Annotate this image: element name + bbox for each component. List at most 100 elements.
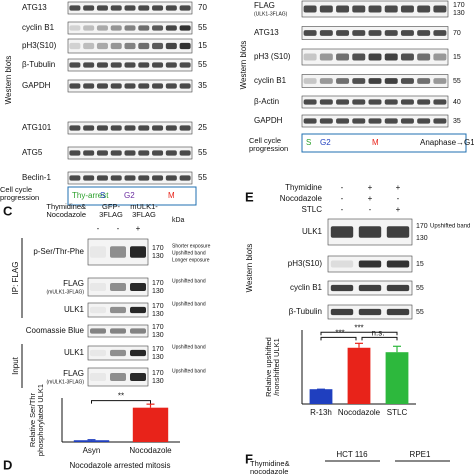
- band: [336, 99, 350, 105]
- row-sublabel: (ULK1-3FLAG): [254, 11, 288, 17]
- band: [386, 226, 410, 238]
- kda-label: 170: [152, 324, 164, 331]
- wrapped-label: GFP-3FLAG: [99, 203, 123, 219]
- kda-label: 130: [416, 235, 428, 242]
- significance: **: [118, 392, 124, 401]
- kda-label: 35: [198, 81, 207, 90]
- band: [303, 78, 317, 84]
- band: [384, 78, 398, 84]
- band: [179, 175, 191, 181]
- row-label: pH3(S10): [22, 41, 57, 50]
- band: [130, 283, 146, 291]
- band: [433, 30, 447, 36]
- band: [417, 118, 431, 124]
- side-label: Western blots: [4, 56, 13, 105]
- band: [165, 125, 177, 131]
- band: [165, 83, 177, 89]
- row-label: β-Tubulin: [22, 60, 55, 69]
- band: [358, 226, 382, 238]
- kda-label: 55: [416, 309, 424, 316]
- band: [330, 260, 354, 268]
- group-label: Input: [11, 356, 20, 375]
- row-label: β-Actin: [254, 97, 279, 106]
- row-label: cyclin B1: [22, 23, 55, 32]
- row-label: pH3(S10): [288, 259, 323, 268]
- panel-letter: F: [245, 451, 253, 466]
- band-note: Upshifted band: [430, 224, 470, 230]
- band: [384, 30, 398, 36]
- band: [179, 125, 191, 131]
- row-label: GAPDH: [254, 116, 283, 125]
- kda-label: 170: [152, 280, 164, 287]
- band: [152, 150, 164, 156]
- band: [96, 42, 108, 50]
- blot-frame: [87, 277, 149, 297]
- band: [110, 373, 126, 381]
- kda-label: 70: [198, 3, 207, 12]
- progression-box: [67, 186, 197, 206]
- band: [433, 53, 447, 61]
- phase-label: Thy-arrest: [72, 191, 109, 200]
- kda-label: 55: [198, 23, 207, 32]
- kda-label: 130: [152, 378, 164, 385]
- band: [336, 78, 350, 84]
- sign: -: [341, 194, 344, 203]
- kda-label: 170: [152, 245, 164, 252]
- x-tick-label: R-13h: [310, 408, 332, 417]
- band: [386, 260, 410, 268]
- band: [130, 349, 146, 357]
- band: [358, 308, 382, 316]
- band: [165, 25, 177, 31]
- wrapped-label: Thymidine& Nocodazole: [46, 203, 86, 219]
- band: [96, 83, 108, 89]
- bar: [385, 352, 409, 404]
- band: [303, 5, 317, 13]
- kda-label: 35: [453, 118, 461, 125]
- bar: [309, 389, 333, 404]
- band: [96, 175, 108, 181]
- kda-label: 55: [198, 173, 207, 182]
- band: [368, 53, 382, 61]
- band: [83, 25, 95, 31]
- band: [400, 53, 414, 61]
- band: [130, 306, 146, 314]
- band: [124, 42, 136, 50]
- sign: -: [369, 205, 372, 214]
- band: [386, 308, 410, 316]
- band: [433, 78, 447, 84]
- kda-label: 130: [152, 332, 164, 339]
- band: [400, 78, 414, 84]
- band: [110, 283, 126, 291]
- band: [303, 30, 317, 36]
- x-tick-label: STLC: [387, 408, 408, 417]
- row-label: FLAG: [63, 279, 84, 288]
- band-note: Upshifted band: [172, 278, 206, 284]
- significance: ***: [354, 323, 363, 332]
- row-label: Coomassie Blue: [26, 326, 85, 335]
- band: [83, 175, 95, 181]
- band: [368, 78, 382, 84]
- treatment-label: Thymidine: [285, 183, 322, 192]
- band: [152, 5, 164, 11]
- band: [384, 5, 398, 13]
- row-sublabel: (mULK1-3FLAG): [46, 289, 84, 295]
- band: [124, 125, 136, 131]
- band: [368, 5, 382, 13]
- band: [110, 349, 126, 357]
- band: [124, 83, 136, 89]
- band: [69, 125, 81, 131]
- band: [69, 83, 81, 89]
- band: [319, 5, 333, 13]
- kda-label: 55: [416, 285, 424, 292]
- kda-label: 25: [198, 123, 207, 132]
- band: [124, 62, 136, 68]
- band: [336, 30, 350, 36]
- band-note: Upshifted band: [172, 301, 206, 307]
- kda-label: 170: [416, 223, 428, 230]
- band: [384, 99, 398, 105]
- band: [110, 150, 122, 156]
- sign: -: [97, 224, 100, 233]
- axis-label: Relative Ser/Thr phosphorylated ULK1: [29, 383, 45, 457]
- band: [384, 118, 398, 124]
